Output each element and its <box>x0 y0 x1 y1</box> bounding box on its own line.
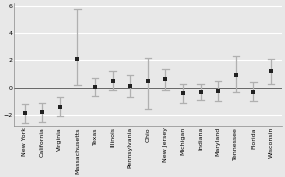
Point <box>198 90 203 93</box>
Point <box>251 90 256 93</box>
Point <box>110 79 115 82</box>
Point <box>216 90 221 92</box>
Point <box>58 105 62 108</box>
Point <box>233 74 238 77</box>
Point <box>181 92 185 95</box>
Point <box>128 85 133 88</box>
Point <box>163 78 168 81</box>
Point <box>146 79 150 82</box>
Point <box>269 70 273 73</box>
Point <box>75 58 80 61</box>
Point <box>40 111 44 113</box>
Point <box>23 112 27 115</box>
Point <box>93 85 97 88</box>
